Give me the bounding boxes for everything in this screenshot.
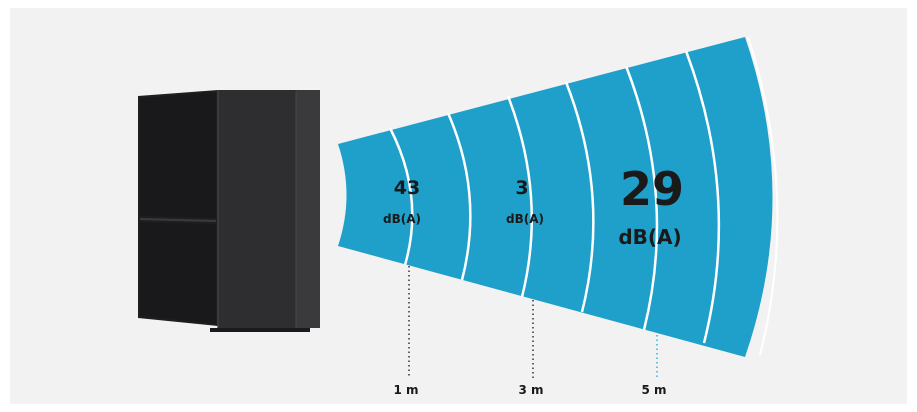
sound-cone xyxy=(338,37,773,357)
heat-pump-unit xyxy=(138,90,320,332)
distance-label-1: 1 m xyxy=(393,383,418,397)
fan-grille-top xyxy=(140,92,216,218)
fan-grille-bottom xyxy=(140,222,216,324)
distance-ring xyxy=(747,36,779,356)
reading-unit-3: dB(A) xyxy=(618,225,681,249)
distance-ring xyxy=(684,50,721,344)
distance-rings xyxy=(388,36,779,356)
reading-value-2: 3 xyxy=(515,177,528,199)
distance-ring xyxy=(446,112,472,281)
distance-ring xyxy=(624,65,659,331)
distance-ring xyxy=(564,81,595,313)
distance-leaders xyxy=(408,266,658,378)
reading-value-3: 29 xyxy=(620,162,684,216)
reading-value-1: 43 xyxy=(394,177,420,199)
distance-ring xyxy=(506,95,534,298)
reading-unit-2: dB(A) xyxy=(506,212,544,226)
reading-unit-1: dB(A) xyxy=(383,212,421,226)
distance-label-3: 5 m xyxy=(641,383,666,397)
distance-ring xyxy=(388,127,414,266)
distance-label-2: 3 m xyxy=(518,383,543,397)
